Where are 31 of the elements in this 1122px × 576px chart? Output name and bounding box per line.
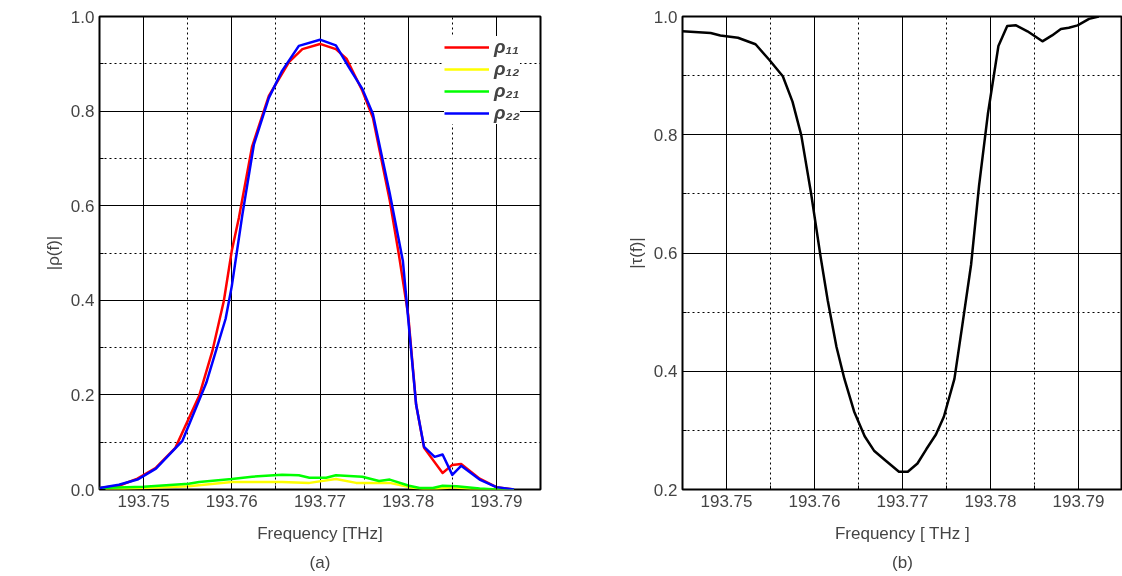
legend-label: ρ₁₁ xyxy=(494,36,519,58)
legend-label: ρ₁₂ xyxy=(494,58,520,80)
x-tick-label: 193.79 xyxy=(1052,491,1105,511)
y-tick-label: 0.6 xyxy=(653,244,678,263)
x-tick-label: 193.75 xyxy=(700,491,753,511)
x-tick-label: 193.77 xyxy=(876,491,929,511)
text: (a) xyxy=(309,552,331,572)
x-axis-title: Frequency [THz] xyxy=(257,523,383,543)
y-tick-label: 0.2 xyxy=(653,480,678,500)
text: (b) xyxy=(892,552,913,572)
x-tick-label: 193.75 xyxy=(117,491,170,511)
y-tick-label: 0.0 xyxy=(70,480,95,500)
y-tick-label: 0.8 xyxy=(70,102,95,122)
x-tick-label: 193.76 xyxy=(788,491,841,511)
x-tick-label: 193.79 xyxy=(470,491,523,511)
y-axis-title: |ρ(f)| xyxy=(43,235,63,271)
y-tick-label: 0.2 xyxy=(70,385,95,405)
y-axis-title: |τ(f)| xyxy=(626,237,646,269)
legend-label: ρ₂₂ xyxy=(494,102,520,124)
y-tick-label: 1.0 xyxy=(653,7,678,27)
x-tick-label: 193.78 xyxy=(382,491,435,511)
x-tick-label: 193.77 xyxy=(294,491,346,511)
x-tick-label: 193.78 xyxy=(964,491,1017,511)
y-tick-label: 0.4 xyxy=(70,291,95,311)
y-tick-label: 0.6 xyxy=(70,196,95,216)
y-tick-label: 0.8 xyxy=(653,125,678,145)
y-tick-label: 1.0 xyxy=(70,7,95,27)
legend-label: ρ₂₁ xyxy=(494,80,520,102)
x-axis-title: Frequency [ THz ] xyxy=(834,523,970,543)
y-tick-label: 0.4 xyxy=(653,362,678,382)
x-tick-label: 193.76 xyxy=(205,491,258,511)
